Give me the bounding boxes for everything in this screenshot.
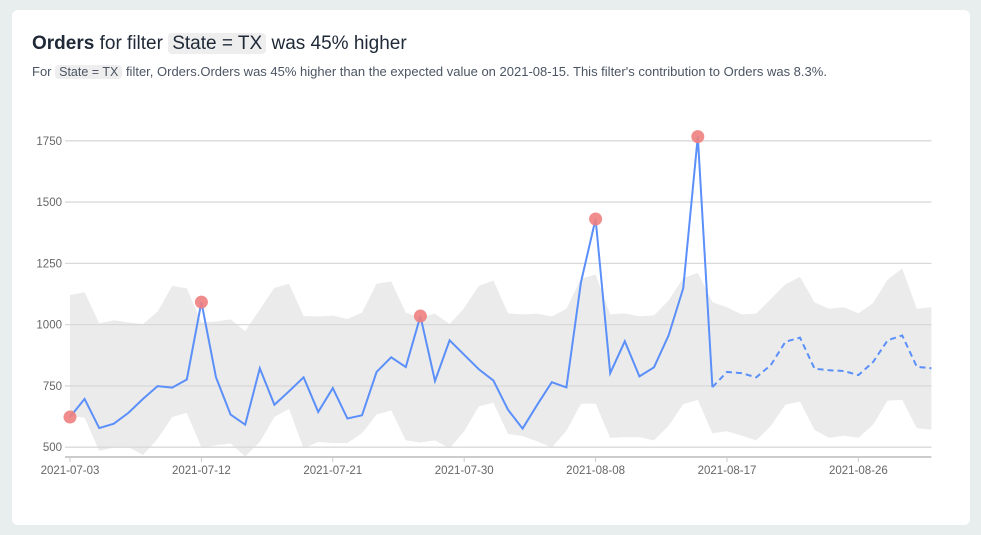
actual-line: [69, 136, 714, 431]
x-tick-label: 2021-08-17: [698, 465, 757, 477]
y-tick-label: 1500: [36, 197, 62, 209]
expected-range-band: [70, 268, 932, 457]
x-tick-label: 2021-08-08: [566, 465, 625, 477]
x-tick-label: 2021-07-12: [172, 465, 231, 477]
y-tick-label: 1000: [36, 320, 62, 332]
headline: Orders for filter State = TX was 45% hig…: [32, 33, 407, 55]
x-tick-label: 2021-07-21: [303, 465, 362, 477]
y-tick-label: 1250: [36, 258, 62, 270]
desc-text: filter, Orders.Orders was 45% higher tha…: [125, 64, 827, 79]
x-tick-label: 2021-07-03: [41, 465, 100, 477]
anomaly-point: [589, 212, 603, 226]
anomaly-point: [194, 295, 208, 309]
desc-filter-chip: State = TX: [55, 65, 123, 79]
x-tick-label: 2021-07-30: [435, 465, 494, 477]
x-tick-label: 2021-08-26: [829, 465, 888, 477]
headline-tail: was 45% higher: [271, 33, 407, 54]
filter-chip: State = TX: [168, 33, 267, 54]
description: For State = TX filter, Orders.Orders was…: [32, 64, 827, 79]
y-tick-label: 500: [43, 442, 62, 454]
forecast-line: [711, 334, 932, 388]
headline-text: for filter: [99, 33, 163, 54]
y-tick-label: 750: [43, 381, 62, 393]
metric-name: Orders: [32, 33, 95, 54]
insight-card: [12, 10, 970, 525]
desc-prefix: For: [32, 64, 52, 79]
anomaly-point: [413, 309, 427, 323]
anomaly-point: [63, 410, 77, 424]
y-tick-label: 1750: [36, 136, 62, 148]
anomaly-point: [691, 130, 705, 144]
